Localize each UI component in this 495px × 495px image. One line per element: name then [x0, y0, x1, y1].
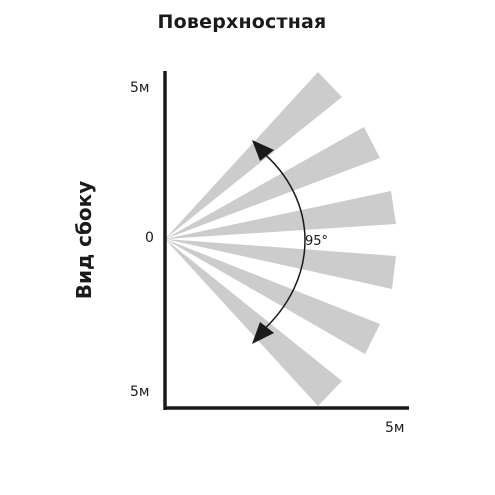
- axis-bottom-label: 5м: [130, 384, 150, 400]
- beam-3: [165, 191, 396, 239]
- beam-group: [165, 72, 396, 406]
- axis-zero-label: 0: [145, 230, 154, 246]
- arc-arrowhead-bottom-icon: [252, 322, 274, 344]
- axis-x-label: 5м: [385, 420, 405, 436]
- angle-arc: [259, 149, 306, 334]
- angle-label: 95°: [305, 234, 329, 249]
- beam-1: [165, 72, 342, 239]
- beam-2: [165, 127, 380, 239]
- beam-4: [165, 239, 396, 289]
- diagram-title: Поверхностная: [157, 11, 327, 33]
- beam-6: [165, 239, 342, 406]
- axis-top-label: 5м: [130, 80, 150, 96]
- beam-5: [165, 239, 380, 354]
- arc-arrowhead-top-icon: [252, 140, 274, 161]
